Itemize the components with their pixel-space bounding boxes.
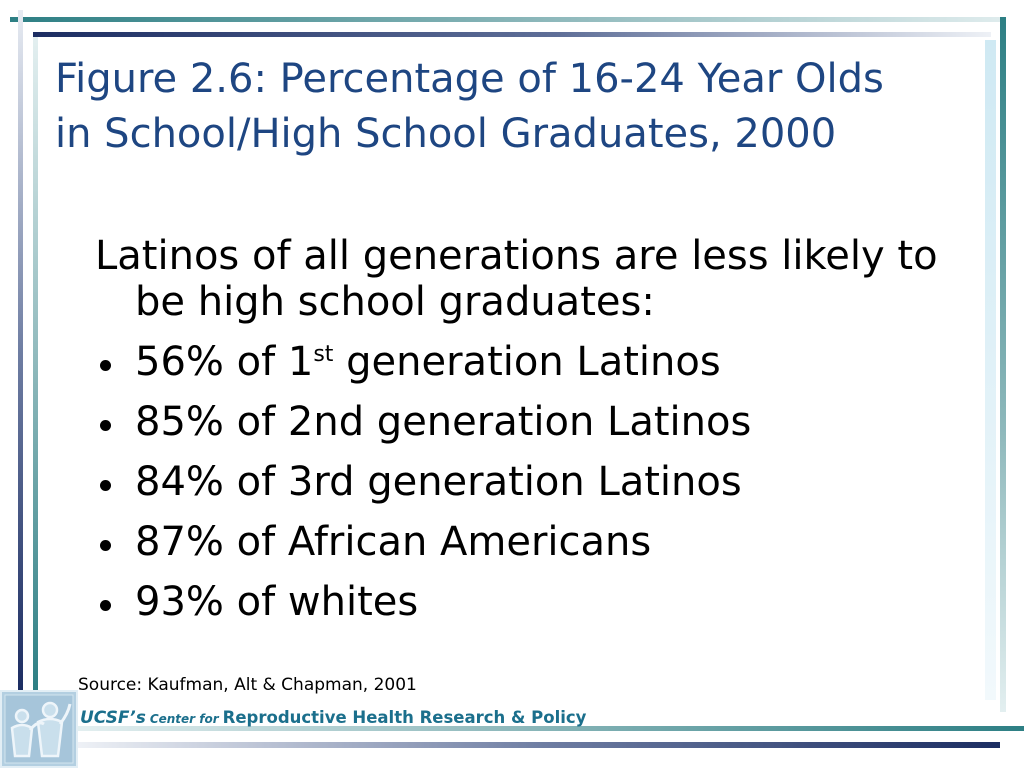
slide-title-line-2: in School/High School Graduates, 2000 bbox=[55, 111, 837, 157]
frame-bar-right-teal bbox=[1000, 17, 1006, 712]
bullet-text: 93% of whites bbox=[135, 579, 419, 625]
bullet-item: 84% of 3rd generation Latinos bbox=[100, 462, 960, 502]
slide-title-line-1: Figure 2.6: Percentage of 16-24 Year Old… bbox=[55, 56, 884, 102]
frame-bar-left-navy bbox=[18, 10, 23, 690]
footer-organization: UCSF’s Center for Reproductive Health Rese… bbox=[80, 708, 586, 729]
footer-program-name: Reproductive Health Research & Policy bbox=[222, 708, 587, 727]
bullet-item: 87% of African Americans bbox=[100, 522, 960, 562]
frame-bar-bottom-teal bbox=[78, 726, 1024, 731]
ucsf-figure-logo-icon bbox=[0, 690, 78, 768]
bullet-item: 93% of whites bbox=[100, 582, 960, 622]
footer-center-for: Center for bbox=[149, 712, 219, 726]
bullet-dot-icon bbox=[100, 540, 111, 551]
frame-bar-left-teal bbox=[33, 37, 38, 690]
source-citation: Source: Kaufman, Alt & Chapman, 2001 bbox=[78, 675, 417, 695]
frame-bar-top-teal bbox=[10, 17, 1005, 22]
bullet-text: 85% of 2nd generation Latinos bbox=[135, 399, 752, 445]
bullet-text: 87% of African Americans bbox=[135, 519, 652, 565]
bullet-dot-icon bbox=[100, 420, 111, 431]
frame-bar-bottom-navy bbox=[78, 742, 1000, 748]
frame-bar-top-navy bbox=[33, 32, 991, 37]
bullet-item: 56% of 1st generation Latinos bbox=[100, 342, 960, 382]
bullet-dot-icon bbox=[100, 600, 111, 611]
intro-line-2: be high school graduates: bbox=[135, 279, 655, 325]
intro-line-1: Latinos of all generations are less like… bbox=[95, 233, 938, 279]
bullet-dot-icon bbox=[100, 480, 111, 491]
ordinal-superscript: st bbox=[313, 342, 334, 367]
frame-bar-right-light bbox=[985, 40, 996, 700]
bullet-item: 85% of 2nd generation Latinos bbox=[100, 402, 960, 442]
footer-org-name: UCSF’s bbox=[80, 708, 146, 728]
bullet-dot-icon bbox=[100, 360, 111, 371]
bullet-text-suffix: generation Latinos bbox=[333, 339, 721, 385]
bullet-text: 56% of 1st generation Latinos bbox=[135, 342, 721, 382]
bullet-text-prefix: 56% of 1 bbox=[135, 339, 314, 385]
bullet-text: 84% of 3rd generation Latinos bbox=[135, 459, 742, 505]
